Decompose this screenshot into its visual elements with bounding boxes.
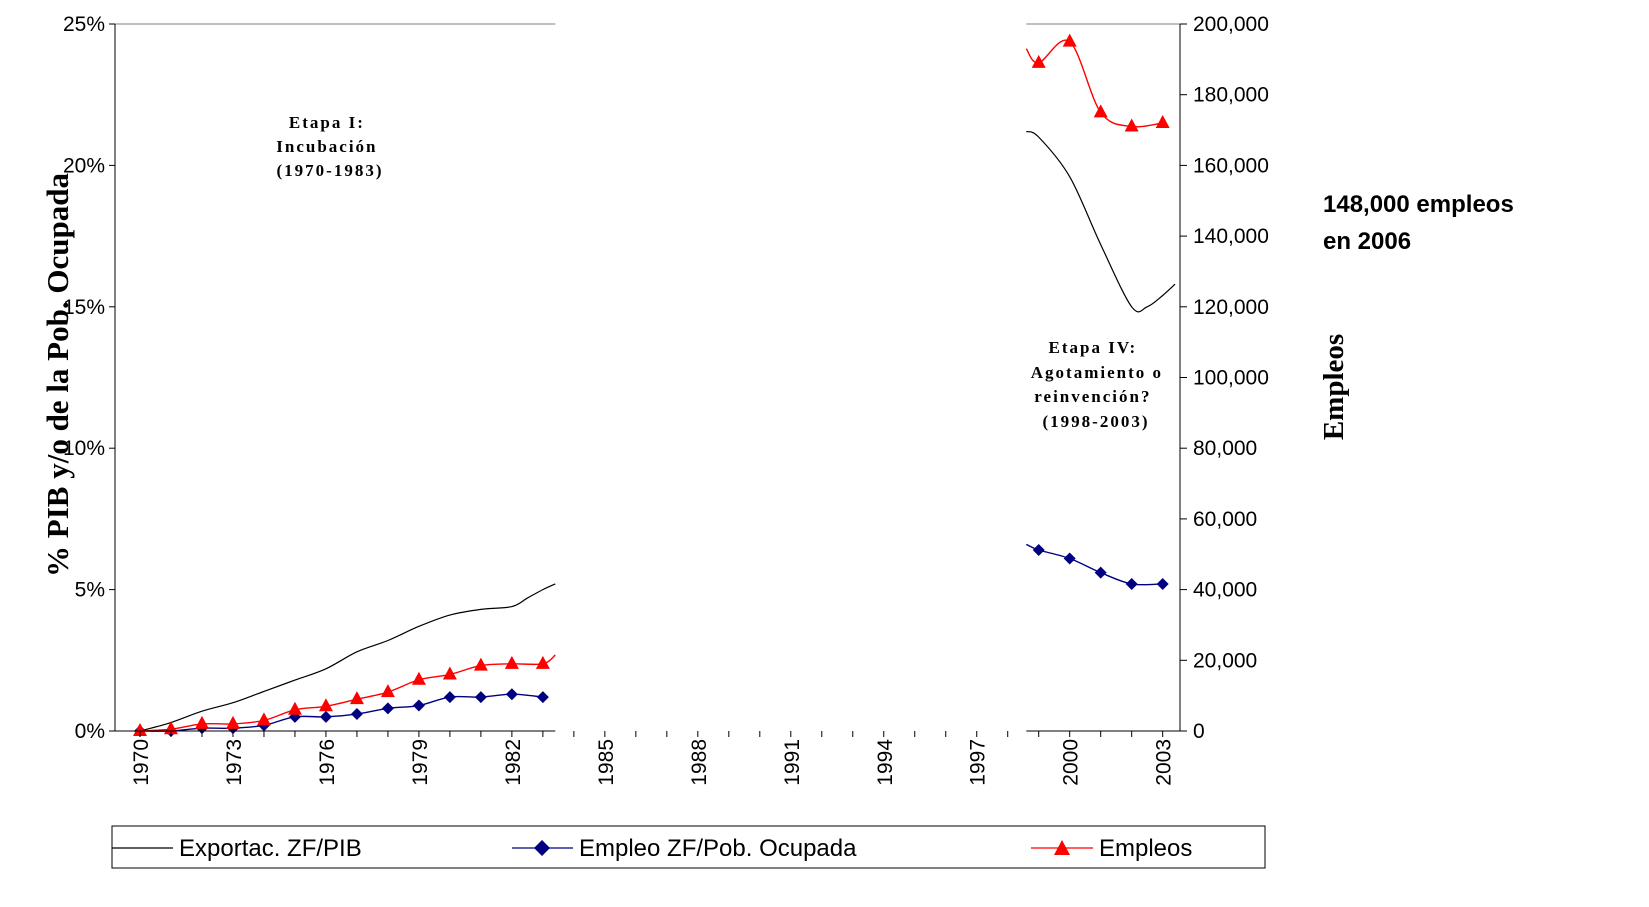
series-1-line-seg-1 [1026, 543, 1163, 586]
x-tick-label-1991: 1991 [781, 739, 804, 786]
y-right-tick-label-2: 40,000 [1193, 579, 1257, 602]
y-right-tick-label-0: 0 [1193, 720, 1205, 743]
legend-label-exportac: Exportac. ZF/PIB [179, 835, 362, 862]
series-1-marker-1977 [350, 708, 363, 721]
note-line-2: en 2006 [1323, 228, 1411, 255]
series-2-marker-1975 [287, 701, 302, 715]
x-tick-label-2000: 2000 [1060, 739, 1083, 786]
stage-4-line-1: Etapa IV: [1049, 338, 1138, 357]
x-tick-label-1994: 1994 [874, 739, 897, 786]
series-2-marker-1976 [318, 698, 333, 712]
y-right-tick-label-1: 20,000 [1193, 649, 1257, 672]
y-left-tick-label-4: 20% [63, 154, 105, 177]
series-1-marker-2003 [1156, 577, 1169, 590]
plot-lines [133, 33, 1176, 737]
x-tick-label-1970: 1970 [130, 739, 153, 786]
series-2-marker-1979 [411, 671, 426, 685]
stage-1-line-3: (1970-1983) [277, 161, 384, 180]
y-right-tick-label-3: 60,000 [1193, 508, 1257, 531]
y-axis-left-label: % PIB y/o de la Pob. Ocupada [40, 173, 75, 577]
series-2-marker-1973 [225, 715, 240, 729]
y-left-tick-label-5: 25% [63, 13, 105, 36]
series-2-marker-2002 [1124, 118, 1139, 132]
note-line-1: 148,000 empleos [1323, 191, 1514, 218]
series-0-line-seg-0 [139, 583, 556, 732]
series-2-marker-2003 [1155, 114, 1170, 128]
series-2-marker-1972 [194, 715, 209, 729]
x-tick-label-1982: 1982 [502, 739, 525, 786]
series-1-marker-1999 [1032, 544, 1045, 557]
stage-1-line-1: Etapa I: [289, 113, 365, 132]
legend-box [111, 825, 1266, 869]
y-right-tick-label-8: 160,000 [1193, 154, 1269, 177]
series-1-marker-1983 [536, 691, 549, 704]
legend: Exportac. ZF/PIB Empleo ZF/Pob. Ocupada … [111, 825, 1266, 869]
series-1-marker-2000 [1063, 552, 1076, 565]
series-2-marker-1980 [442, 666, 457, 680]
legend-label-empleo-zf: Empleo ZF/Pob. Ocupada [579, 835, 857, 862]
y-left-tick-label-3: 15% [63, 296, 105, 319]
y-axis-right-label: Empleos [1318, 334, 1350, 440]
series-1-marker-1980 [443, 691, 456, 704]
employment-2006-note: 148,000 empleos en 2006 [1323, 191, 1520, 255]
series-1-marker-2002 [1125, 577, 1138, 590]
series-1-marker-1976 [319, 710, 332, 723]
x-tick-label-1976: 1976 [316, 739, 339, 786]
y-left-tick-label-2: 10% [63, 437, 105, 460]
y-right-tick-label-5: 100,000 [1193, 367, 1269, 390]
stage-1-line-2: Incubación [276, 137, 377, 156]
stage-4-line-4: (1998-2003) [1043, 412, 1150, 431]
stage-1-annotation: Etapa I: Incubación (1970-1983) [276, 113, 384, 180]
axes: 1970 1973 1976 1979 1982 1985 1988 1991 1994 1997… [63, 13, 1269, 786]
series-2-marker-1978 [380, 684, 395, 698]
series-1-marker-1982 [505, 688, 518, 701]
series-2-marker-1977 [349, 691, 364, 705]
x-tick-label-1997: 1997 [967, 739, 990, 786]
series-2-marker-1970 [133, 723, 147, 736]
y-left-tick-label-1: 5% [75, 579, 105, 602]
x-tick-label-1979: 1979 [409, 739, 432, 786]
series-1-marker-1981 [474, 691, 487, 704]
series-2-marker-1974 [256, 712, 271, 726]
series-0-line-seg-1 [1026, 130, 1176, 313]
x-tick-label-1988: 1988 [688, 739, 711, 786]
y-right-tick-label-6: 120,000 [1193, 296, 1269, 319]
series-2-marker-1999 [1031, 54, 1046, 68]
stage-4-line-2: Agotamiento o [1031, 363, 1163, 382]
stage-4-line-3: reinvención? [1034, 387, 1151, 406]
y-right-tick-label-7: 140,000 [1193, 225, 1269, 248]
y-right-tick-label-9: 180,000 [1193, 84, 1269, 107]
series-2-line-seg-1 [1025, 39, 1163, 128]
series-2-marker-1982 [504, 655, 519, 669]
y-left-tick-label-0: 0% [75, 720, 105, 743]
series-1-marker-1979 [412, 699, 425, 712]
x-tick-label-1973: 1973 [223, 739, 246, 786]
series-2-marker-1981 [473, 657, 488, 671]
legend-diamond-marker [534, 840, 550, 856]
series-2-marker-1983 [535, 655, 550, 669]
x-tick-label-1985: 1985 [595, 739, 618, 786]
legend-triangle-marker [1054, 840, 1070, 855]
series-2-marker-2000 [1062, 33, 1077, 47]
y-right-tick-label-10: 200,000 [1193, 13, 1269, 36]
y-right-tick-label-4: 80,000 [1193, 437, 1257, 460]
x-tick-label-2003: 2003 [1153, 739, 1176, 786]
series-1-marker-1978 [381, 702, 394, 715]
legend-label-empleos: Empleos [1099, 835, 1192, 862]
stage-4-annotation: Etapa IV: Agotamiento o reinvención? (19… [1031, 338, 1169, 431]
series-1-marker-2001 [1094, 566, 1107, 579]
series-2-marker-2001 [1093, 104, 1108, 118]
